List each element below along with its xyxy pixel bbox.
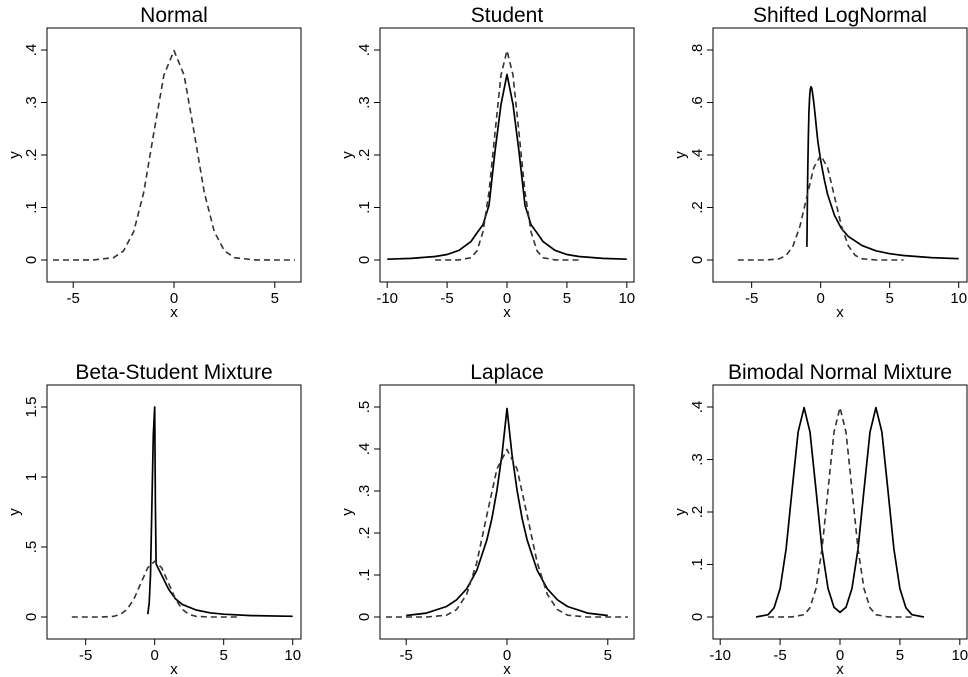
y-tick-label: 0 [689, 613, 706, 621]
y-axis-label: y [6, 508, 23, 516]
x-tick-label: 0 [503, 290, 511, 307]
x-tick-label: 0 [503, 647, 511, 664]
x-tick-label: 5 [604, 647, 612, 664]
plot-frame [379, 384, 635, 640]
chart-title: Laplace [470, 361, 544, 384]
y-tick-label: .4 [689, 401, 706, 414]
y-tick-label: .8 [689, 44, 706, 57]
y-tick-label: .1 [689, 558, 706, 571]
chart-panel: Shifted LogNormal -5 0 5 10 0 .2 .4 .6 .8 x y [672, 4, 968, 321]
y-tick-label: .1 [356, 569, 373, 582]
x-tick-label: -5 [79, 647, 92, 664]
y-tick-label: .3 [356, 96, 373, 109]
y-tick-label: 0 [356, 613, 373, 621]
plot-frame [379, 27, 635, 283]
y-tick-label: .2 [689, 506, 706, 519]
series-line-dashed [768, 406, 912, 618]
y-tick-label: .3 [356, 485, 373, 498]
y-tick-label: 0 [689, 256, 706, 264]
chart-title: Beta-Student Mixture [75, 361, 272, 384]
x-axis-label: x [503, 661, 511, 677]
y-tick-label: .3 [23, 96, 40, 109]
series-line-solid [406, 407, 608, 617]
y-tick-label: .6 [689, 96, 706, 109]
y-axis-label: y [6, 151, 23, 159]
plot-frame [712, 384, 968, 640]
plot-frame [46, 27, 302, 283]
x-tick-label: 10 [618, 290, 635, 307]
x-axis-label: x [170, 304, 178, 321]
x-tick-label: 0 [836, 647, 844, 664]
y-tick-label: .2 [356, 527, 373, 540]
plot-frame [46, 384, 302, 640]
y-tick-label: 1 [23, 473, 40, 481]
series-line-dashed [71, 560, 238, 618]
y-tick-label: .5 [356, 401, 373, 414]
y-tick-label: .1 [356, 201, 373, 214]
chart-panel: Bimodal Normal Mixture -10 -5 0 5 10 0 .1 .2 .3 .4… [672, 361, 968, 677]
x-tick-label: -5 [67, 290, 80, 307]
x-tick-label: -5 [773, 647, 786, 664]
x-tick-label: -10 [709, 647, 731, 664]
series-line-dashed [386, 448, 628, 618]
y-axis-label: y [339, 151, 356, 159]
x-axis-label: x [836, 661, 844, 677]
series-line-dashed [435, 49, 579, 261]
x-tick-label: 5 [896, 647, 904, 664]
y-tick-label: .2 [689, 201, 706, 214]
y-tick-label: 0 [356, 256, 373, 264]
y-tick-label: 0 [23, 256, 40, 264]
x-tick-label: 10 [951, 647, 968, 664]
x-tick-label: 10 [284, 647, 301, 664]
chart-panel: Beta-Student Mixture -5 0 5 10 0 .5 1 1.5 x y [6, 361, 302, 677]
plot-frame [712, 27, 968, 283]
x-tick-label: 5 [563, 290, 571, 307]
x-tick-label: -5 [440, 290, 453, 307]
y-tick-label: .3 [689, 453, 706, 466]
y-tick-label: .2 [356, 149, 373, 162]
y-tick-label: .4 [356, 443, 373, 456]
chart-title: Bimodal Normal Mixture [728, 361, 952, 384]
y-tick-label: 0 [23, 613, 40, 621]
series-line-solid [146, 406, 293, 618]
x-tick-label: 0 [170, 290, 178, 307]
y-tick-label: .4 [689, 149, 706, 162]
y-tick-label: 1.5 [23, 397, 40, 418]
x-axis-label: x [836, 304, 844, 321]
x-axis-label: x [503, 304, 511, 321]
y-tick-label: .1 [23, 201, 40, 214]
x-tick-label: 5 [271, 290, 279, 307]
x-tick-label: -10 [376, 290, 398, 307]
series-line-dashed [53, 49, 295, 261]
y-tick-label: .2 [23, 149, 40, 162]
x-tick-label: 0 [151, 647, 159, 664]
x-tick-label: -5 [400, 647, 413, 664]
series-line-solid [387, 73, 627, 261]
y-tick-label: .4 [356, 44, 373, 57]
x-tick-label: 5 [220, 647, 228, 664]
series-line-solid [755, 406, 925, 618]
chart-panel: Normal -5 0 5 0 .1 .2 .3 .4 x y [6, 4, 302, 321]
chart-title: Shifted LogNormal [753, 4, 927, 27]
x-axis-label: x [170, 661, 178, 677]
x-tick-label: 5 [886, 290, 894, 307]
chart-panel: Laplace -5 0 5 0 .1 .2 .3 .4 .5 x y [339, 361, 635, 677]
y-axis-label: y [339, 508, 356, 516]
x-tick-label: 0 [817, 290, 825, 307]
y-tick-label: .5 [23, 541, 40, 554]
chart-title: Normal [140, 4, 208, 27]
y-tick-label: .4 [23, 44, 40, 57]
series-line-solid [806, 85, 959, 260]
chart-title: Student [471, 4, 544, 27]
x-tick-label: -5 [745, 290, 758, 307]
chart-panel: Student -10 -5 0 5 10 0 .1 .2 .3 .4 x y [339, 4, 635, 321]
x-tick-label: 10 [950, 290, 967, 307]
y-axis-label: y [672, 151, 689, 159]
series-line-dashed [737, 154, 904, 261]
y-axis-label: y [672, 508, 689, 516]
